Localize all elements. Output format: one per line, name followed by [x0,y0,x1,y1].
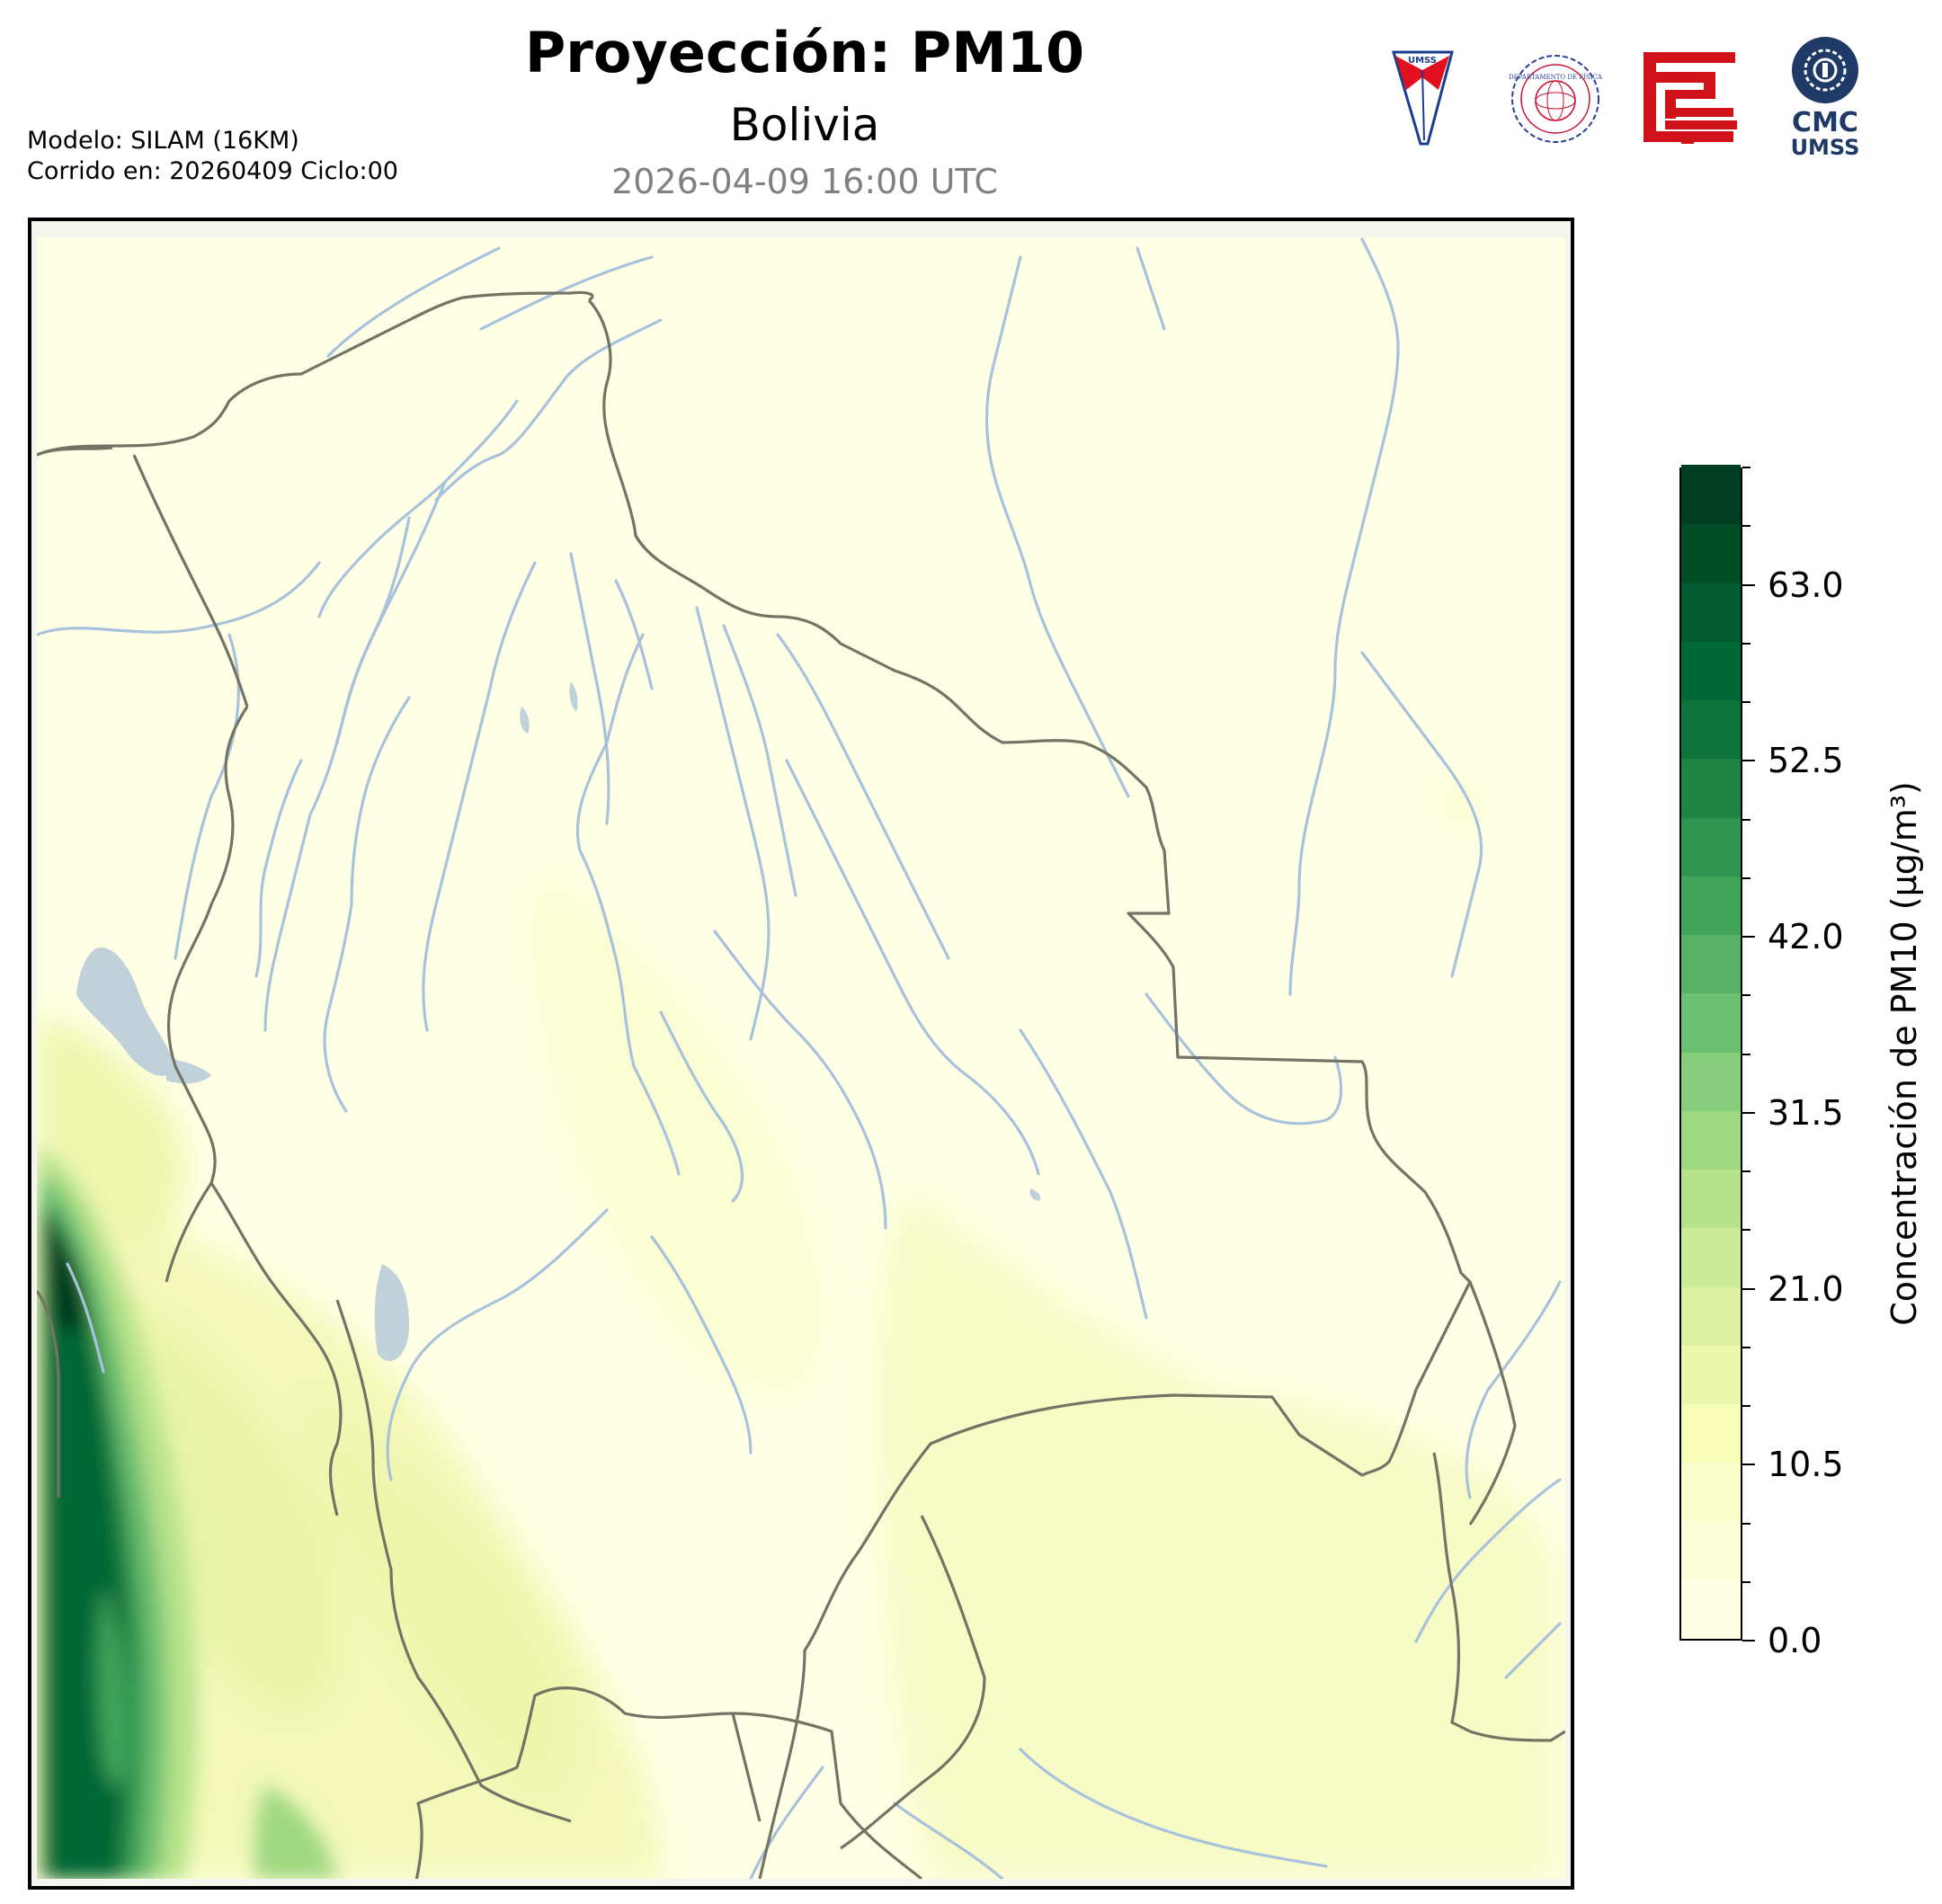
colorbar-segment [1681,1227,1741,1287]
cmc-umss-logo: CMC UMSS [1791,37,1860,160]
cmc-text: CMC [1792,107,1858,138]
umss-text: UMSS [1791,135,1860,160]
bolivia-border [587,298,1472,1880]
colorbar-tick-label: 31.5 [1768,1092,1844,1133]
map-edge-right [1565,221,1571,1886]
colorbar-minor-tick [1742,1170,1750,1172]
colorbar-major-tick [1742,583,1755,586]
colorbar-major-tick [1742,1111,1755,1114]
colorbar-segment [1681,582,1741,642]
colorbar-segment [1681,1051,1741,1111]
lakes [76,681,1041,1362]
colorbar-segment [1681,875,1741,935]
map-edge-left [31,221,37,1886]
run-info: Corrido en: 20260409 Ciclo:00 [27,157,398,185]
page-title: Proyección: PM10 [524,20,1085,85]
colorbar-tick-label: 63.0 [1768,565,1844,605]
rivers [35,237,1562,1881]
colorbar-minor-tick [1742,1229,1750,1232]
pm10-hotspot [39,1147,337,1879]
colorbar-segment [1681,1403,1741,1464]
colorbar-segment [1681,1109,1741,1170]
colorbar-major-tick [1742,760,1755,762]
colorbar-major-tick [1742,1287,1755,1290]
colorbar-segment [1681,1579,1741,1639]
colorbar-tick-label: 52.5 [1768,741,1844,781]
colorbar-segment [1681,640,1741,700]
colorbar-segment [1681,465,1741,525]
colorbar-minor-tick [1742,701,1750,703]
colorbar-major-tick [1742,936,1755,938]
colorbar-minor-tick [1742,1053,1750,1055]
red-glyph-logo [1644,52,1737,144]
colorbar-label: Concentración de PM10 (μg/m³) [1884,781,1924,1326]
colorbar-segment [1681,523,1741,583]
colorbar-segment [1681,992,1741,1053]
colorbar-tick-label: 21.0 [1768,1268,1844,1309]
colorbar-minor-tick [1742,818,1750,821]
colorbar [1679,465,1742,1641]
colorbar-minor-tick [1742,525,1750,528]
colorbar-segment [1681,934,1741,994]
colorbar-tick-label: 0.0 [1768,1621,1822,1660]
colorbar-segment [1681,758,1741,818]
model-name: Modelo: SILAM (16KM) [27,127,299,155]
colorbar-segment [1681,1286,1741,1346]
colorbar-tick-label: 10.5 [1768,1445,1844,1485]
map-edge-top [31,221,1571,237]
colorbar-minor-tick [1742,467,1750,468]
colorbar-minor-tick [1742,1580,1750,1583]
region-subtitle: Bolivia [729,99,880,151]
colorbar-minor-tick [1742,1522,1750,1525]
forecast-timestamp: 2026-04-09 16:00 UTC [611,162,998,201]
model-info: Modelo: SILAM (16KM) Corrido en: 2026040… [27,126,398,187]
colorbar-minor-tick [1742,1346,1750,1348]
colorbar-tick-label: 42.0 [1768,917,1844,956]
lake-titicaca [76,948,175,1076]
lake-poopo [374,1264,409,1362]
colorbar-minor-tick [1742,1405,1750,1407]
colorbar-minor-tick [1742,642,1750,645]
colorbar-segment [1681,816,1741,876]
colorbar-minor-tick [1742,994,1750,997]
colorbar-segment [1681,1520,1741,1580]
map-edge-bottom [31,1879,1571,1886]
colorbar-segment [1681,699,1741,760]
pm10-map[interactable] [31,221,1571,1886]
colorbar-minor-tick [1742,876,1750,879]
colorbar-segment [1681,1344,1741,1404]
colorbar-segment [1681,1169,1741,1229]
colorbar-major-tick [1742,1464,1755,1466]
country-borders [35,290,1566,1886]
colorbar-major-tick [1742,1640,1755,1642]
map-panel[interactable] [28,218,1574,1890]
colorbar-segment [1681,1462,1741,1522]
